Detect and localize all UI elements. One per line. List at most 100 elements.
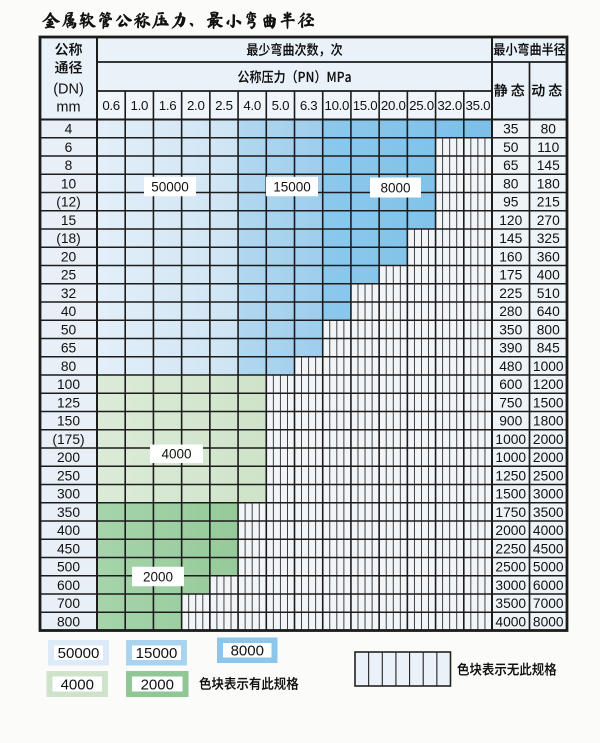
svg-text:100: 100	[57, 377, 80, 392]
svg-text:480: 480	[499, 359, 522, 374]
svg-text:50: 50	[61, 322, 77, 337]
svg-text:4000: 4000	[61, 676, 94, 693]
svg-text:25.0: 25.0	[409, 98, 434, 113]
svg-text:640: 640	[537, 304, 560, 319]
svg-text:80: 80	[541, 122, 557, 137]
svg-text:80: 80	[503, 176, 519, 191]
svg-text:145: 145	[499, 231, 522, 246]
svg-text:200: 200	[57, 450, 80, 465]
svg-text:95: 95	[503, 195, 519, 210]
svg-text:3000: 3000	[495, 578, 526, 593]
svg-text:3000: 3000	[533, 487, 564, 502]
svg-text:4000: 4000	[533, 523, 564, 538]
svg-text:4: 4	[65, 122, 73, 137]
svg-text:1800: 1800	[533, 414, 564, 429]
svg-text:6: 6	[65, 140, 73, 155]
svg-text:mm: mm	[56, 100, 80, 116]
svg-text:15000: 15000	[136, 645, 178, 662]
svg-text:175: 175	[499, 268, 522, 283]
svg-text:(12): (12)	[56, 195, 81, 210]
svg-text:2000: 2000	[533, 450, 564, 465]
svg-text:125: 125	[57, 395, 80, 410]
svg-text:145: 145	[537, 158, 560, 173]
svg-text:35.0: 35.0	[466, 98, 491, 113]
svg-text:500: 500	[57, 560, 80, 575]
svg-text:7000: 7000	[533, 596, 564, 611]
svg-text:8000: 8000	[380, 180, 410, 195]
svg-text:280: 280	[499, 304, 522, 319]
svg-text:1.0: 1.0	[131, 98, 149, 113]
svg-text:(18): (18)	[56, 231, 81, 246]
svg-text:350: 350	[499, 322, 522, 337]
svg-text:3500: 3500	[533, 505, 564, 520]
svg-text:(175): (175)	[52, 432, 84, 447]
svg-text:600: 600	[499, 377, 522, 392]
svg-text:65: 65	[61, 341, 77, 356]
svg-text:900: 900	[499, 414, 522, 429]
svg-text:750: 750	[499, 395, 522, 410]
svg-text:5000: 5000	[533, 560, 564, 575]
svg-text:1000: 1000	[495, 432, 526, 447]
svg-text:50000: 50000	[58, 645, 100, 662]
svg-text:8: 8	[65, 158, 73, 173]
svg-text:120: 120	[499, 213, 522, 228]
svg-text:390: 390	[499, 341, 522, 356]
svg-text:400: 400	[537, 268, 560, 283]
svg-text:8000: 8000	[231, 643, 264, 660]
svg-text:1250: 1250	[495, 468, 526, 483]
svg-text:2500: 2500	[495, 560, 526, 575]
svg-text:400: 400	[57, 523, 80, 538]
svg-text:1000: 1000	[495, 450, 526, 465]
svg-text:6000: 6000	[533, 578, 564, 593]
svg-text:325: 325	[537, 231, 560, 246]
svg-text:110: 110	[537, 140, 559, 155]
svg-text:2500: 2500	[533, 468, 564, 483]
svg-text:800: 800	[57, 614, 80, 629]
svg-text:4500: 4500	[533, 541, 564, 556]
svg-text:250: 250	[57, 468, 80, 483]
svg-text:15: 15	[61, 213, 77, 228]
svg-text:3500: 3500	[495, 596, 526, 611]
svg-text:160: 160	[499, 249, 522, 264]
svg-text:350: 350	[57, 505, 80, 520]
svg-text:35: 35	[503, 122, 519, 137]
svg-text:2250: 2250	[495, 541, 526, 556]
svg-text:(DN): (DN)	[53, 82, 84, 98]
svg-text:20.0: 20.0	[381, 98, 406, 113]
svg-text:1200: 1200	[533, 377, 564, 392]
svg-text:1500: 1500	[495, 487, 526, 502]
svg-text:150: 150	[57, 414, 80, 429]
svg-text:5.0: 5.0	[272, 98, 290, 113]
svg-text:2.0: 2.0	[187, 98, 205, 113]
svg-text:1000: 1000	[533, 359, 564, 374]
svg-text:215: 215	[537, 195, 560, 210]
svg-text:10: 10	[61, 176, 77, 191]
svg-text:25: 25	[61, 268, 77, 283]
svg-text:50000: 50000	[151, 179, 189, 194]
svg-text:15.0: 15.0	[353, 98, 378, 113]
svg-text:800: 800	[537, 322, 560, 337]
svg-text:6.3: 6.3	[300, 98, 318, 113]
svg-text:1750: 1750	[495, 505, 526, 520]
svg-text:700: 700	[57, 596, 80, 611]
svg-text:300: 300	[57, 487, 80, 502]
svg-text:180: 180	[537, 176, 560, 191]
svg-text:2000: 2000	[143, 569, 173, 584]
svg-text:4000: 4000	[161, 447, 191, 462]
svg-text:50: 50	[503, 140, 519, 155]
svg-text:1.6: 1.6	[159, 98, 177, 113]
svg-text:10.0: 10.0	[324, 98, 349, 113]
svg-text:2000: 2000	[141, 676, 174, 693]
svg-text:360: 360	[537, 249, 560, 264]
svg-text:40: 40	[61, 304, 77, 319]
svg-text:4000: 4000	[495, 614, 526, 629]
svg-text:225: 225	[499, 286, 522, 301]
svg-text:32: 32	[61, 286, 76, 301]
svg-text:8000: 8000	[533, 614, 564, 629]
svg-text:4.0: 4.0	[243, 98, 261, 113]
svg-text:270: 270	[537, 213, 560, 228]
svg-text:2000: 2000	[495, 523, 526, 538]
svg-text:0.6: 0.6	[102, 98, 120, 113]
svg-text:600: 600	[57, 578, 80, 593]
svg-text:20: 20	[61, 249, 77, 264]
